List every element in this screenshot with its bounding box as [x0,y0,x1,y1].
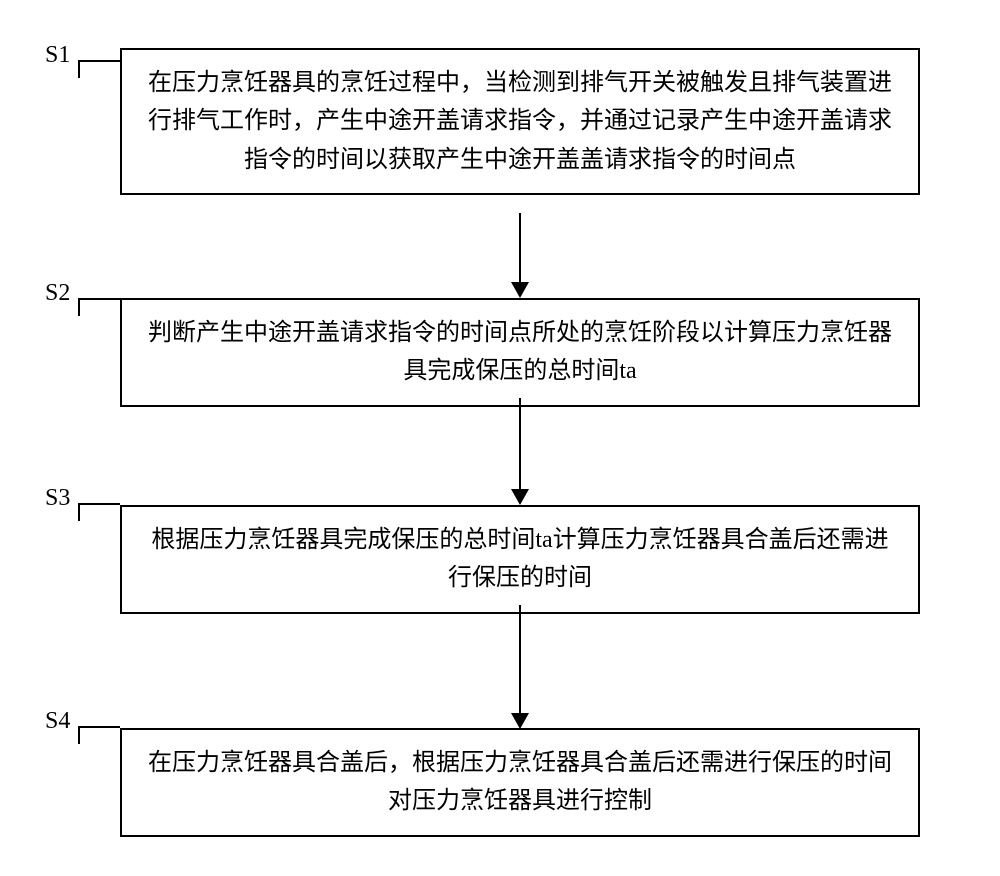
step-box-s2: 判断产生中途开盖请求指令的时间点所处的烹饪阶段以计算压力烹饪器具完成保压的总时间… [120,298,920,407]
step-label-s2: S2 [45,280,70,307]
step-text-s1: 在压力烹饪器具的烹饪过程中，当检测到排气开关被触发且排气装置进行排气工作时，产生… [148,70,892,173]
step-box-s3: 根据压力烹饪器具完成保压的总时间ta计算压力烹饪器具合盖后还需进行保压的时间 [120,505,920,614]
step-box-s4: 在压力烹饪器具合盖后，根据压力烹饪器具合盖后还需进行保压的时间对压力烹饪器具进行… [120,728,920,837]
arrow-head-1 [511,282,529,298]
arrow-head-3 [511,713,529,729]
arrow-head-2 [511,489,529,505]
step-label-s1: S1 [45,42,70,69]
step-text-s2: 判断产生中途开盖请求指令的时间点所处的烹饪阶段以计算压力烹饪器具完成保压的总时间… [148,320,892,384]
label-connector-s1 [78,60,120,78]
arrow-line-2 [519,398,521,490]
arrow-line-3 [519,605,521,715]
label-connector-s2 [78,298,120,316]
arrow-line-1 [519,213,521,283]
step-label-s3: S3 [45,485,70,512]
label-connector-s4 [78,726,120,744]
step-text-s3: 根据压力烹饪器具完成保压的总时间ta计算压力烹饪器具合盖后还需进行保压的时间 [151,527,888,591]
step-text-s4: 在压力烹饪器具合盖后，根据压力烹饪器具合盖后还需进行保压的时间对压力烹饪器具进行… [148,750,892,814]
step-label-s4: S4 [45,708,70,735]
label-connector-s3 [78,503,120,521]
step-box-s1: 在压力烹饪器具的烹饪过程中，当检测到排气开关被触发且排气装置进行排气工作时，产生… [120,48,920,195]
